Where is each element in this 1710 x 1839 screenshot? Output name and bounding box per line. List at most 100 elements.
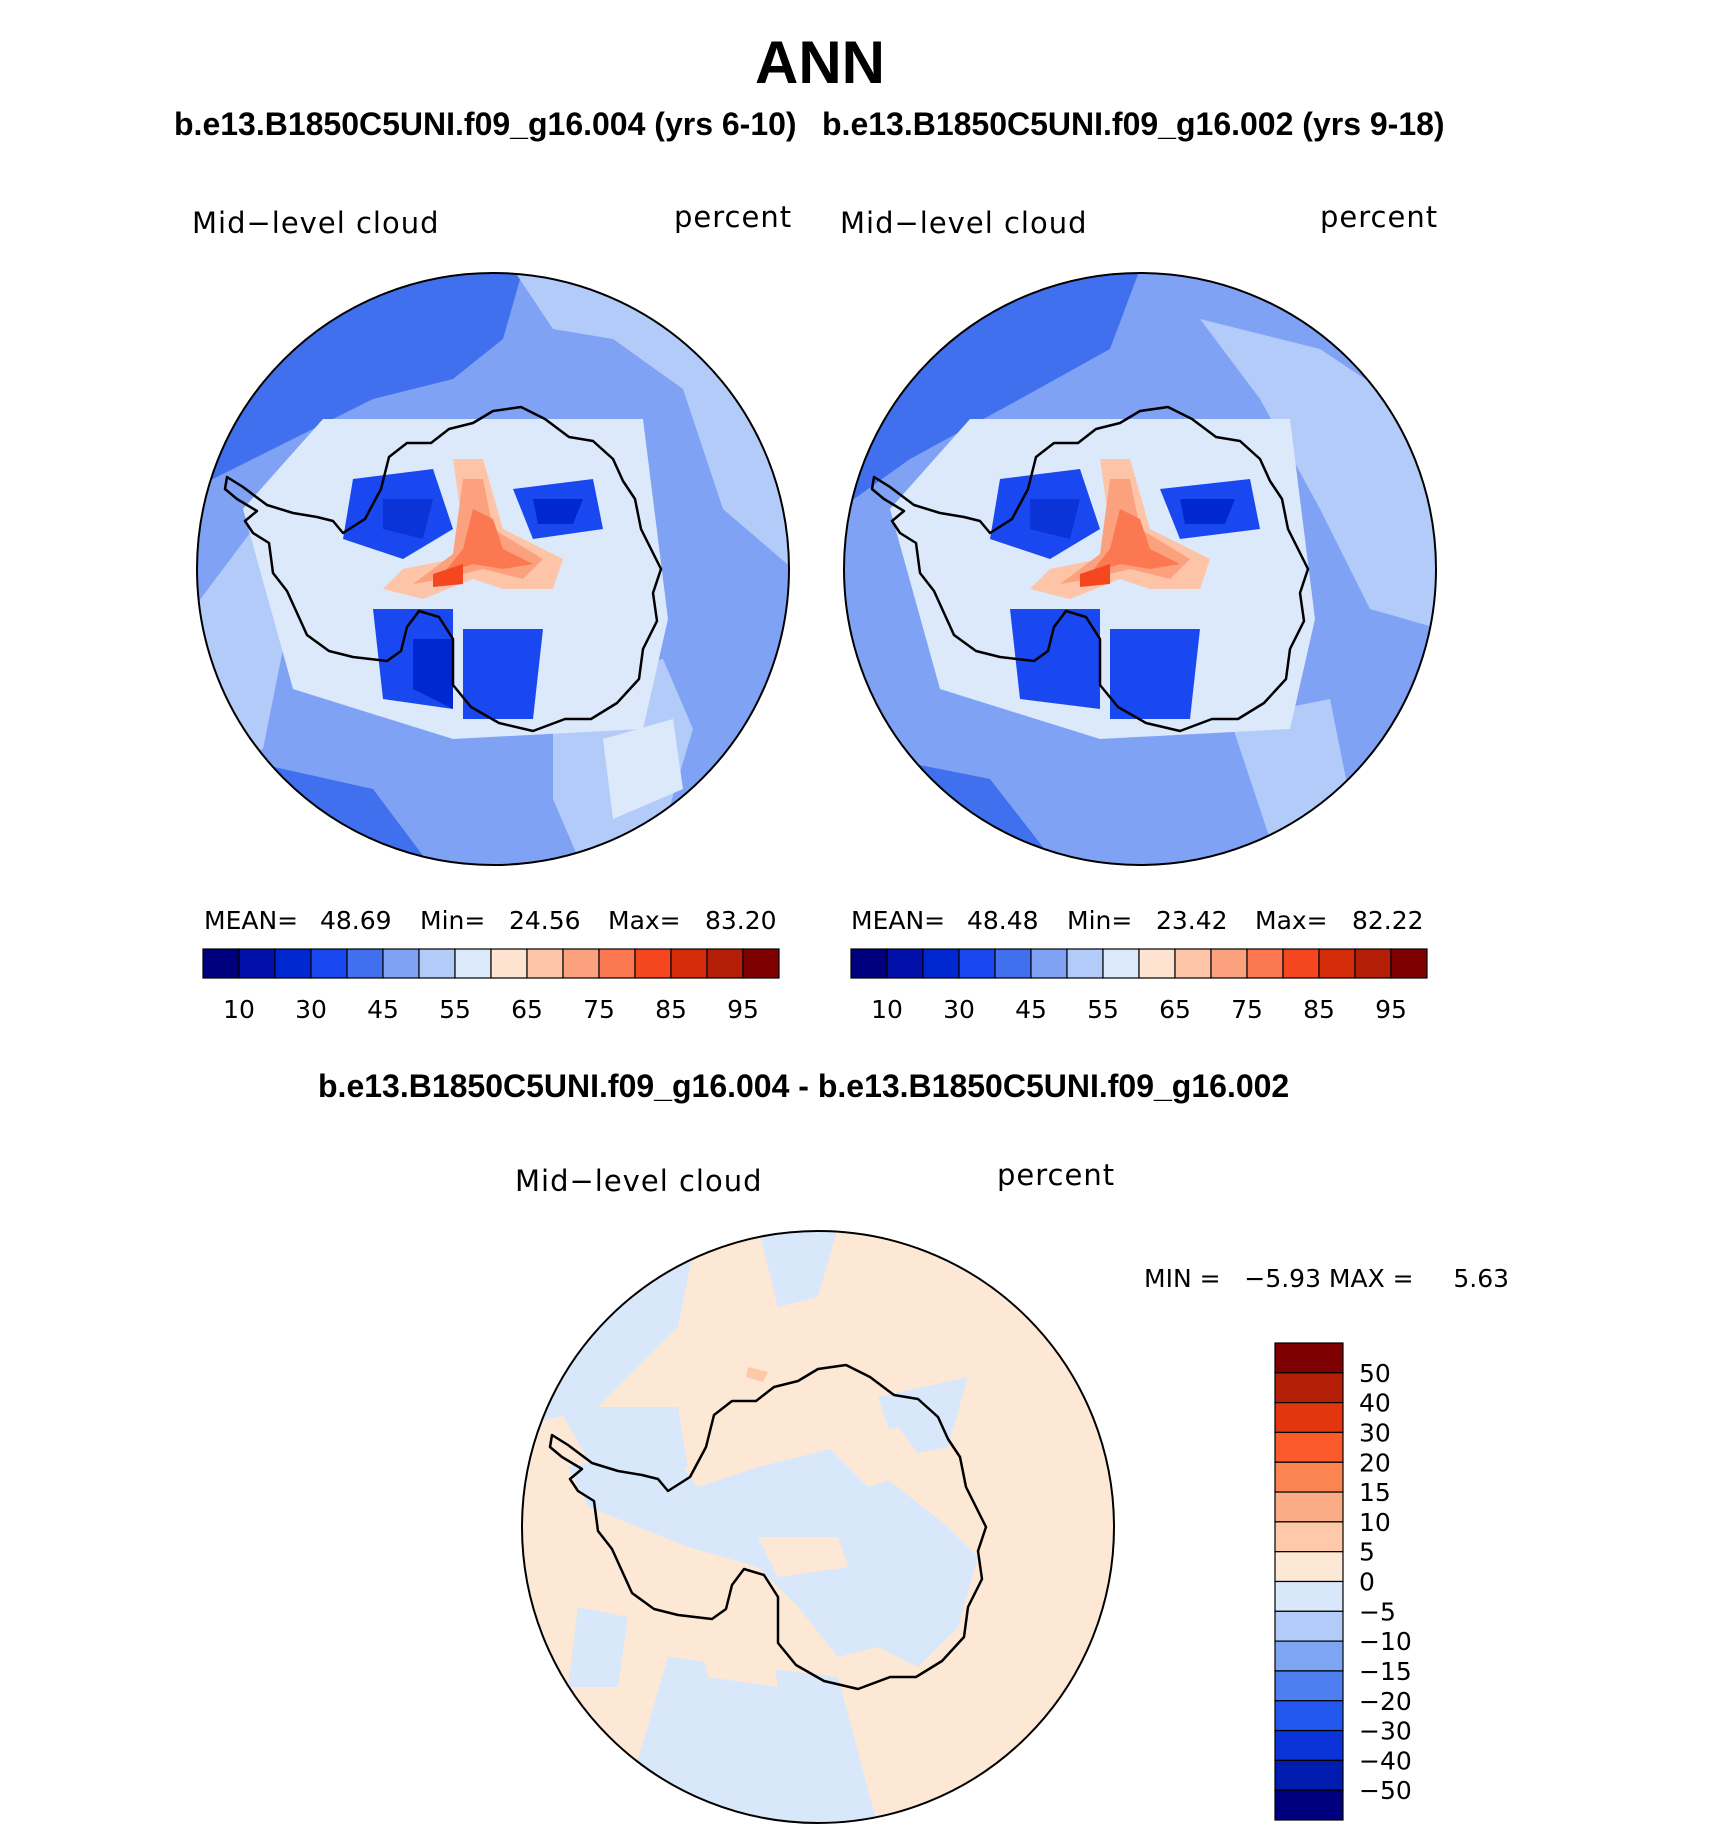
difference-colorbar-tick-label: −15 xyxy=(1359,1657,1412,1686)
panel2-colorbar-swatch xyxy=(958,948,996,979)
panel2-map-boundary xyxy=(843,272,1437,866)
difference-colorbar-swatch xyxy=(1274,1580,1344,1612)
panel1-colorbar-swatch xyxy=(238,948,276,979)
difference-colorbar-tick-label: 20 xyxy=(1359,1448,1391,1477)
difference-colorbar-swatch xyxy=(1274,1700,1344,1732)
difference-colorbar-tick-label: 15 xyxy=(1359,1478,1391,1507)
panel1-colorbar-tick-label: 55 xyxy=(439,995,471,1024)
difference-colorbar-swatch xyxy=(1274,1372,1344,1404)
difference-colorbar-swatch xyxy=(1274,1521,1344,1553)
panel2-colorbar-swatch xyxy=(1174,948,1212,979)
difference-colorbar-tick-label: 10 xyxy=(1359,1508,1391,1537)
panel1-colorbar: 10 30 45 55 65 75 85 95 xyxy=(202,948,780,1024)
diff-variable-label: Mid−level cloud xyxy=(515,1164,763,1198)
difference-colorbar-tick-label: 30 xyxy=(1359,1418,1391,1447)
panel2-colorbar-swatch xyxy=(1246,948,1284,979)
panel1-max-label: Max= xyxy=(608,906,681,935)
panel1-variable-label: Mid−level cloud xyxy=(192,206,440,240)
difference-colorbar-tick-label: 0 xyxy=(1359,1568,1375,1597)
panel1-max-value: 83.20 xyxy=(705,906,777,935)
difference-colorbar-tick-label: −10 xyxy=(1359,1627,1412,1656)
difference-colorbar-swatch xyxy=(1274,1431,1344,1463)
panel1-units-label: percent xyxy=(674,200,793,234)
panel2-colorbar-swatch xyxy=(1138,948,1176,979)
difference-colorbar-swatch xyxy=(1274,1759,1344,1791)
difference-colorbar-swatch xyxy=(1274,1789,1344,1821)
panel2-colorbar-swatch xyxy=(1354,948,1392,979)
panel1-map-boundary xyxy=(196,272,790,866)
diff-units-label: percent xyxy=(997,1158,1116,1192)
panel2-variable-label: Mid−level cloud xyxy=(840,206,1088,240)
panel1-colorbar-swatch xyxy=(526,948,564,979)
panel2-colorbar-swatch xyxy=(994,948,1032,979)
panel2-colorbar-tick-label: 95 xyxy=(1375,995,1407,1024)
panel2-colorbar-swatch xyxy=(1282,948,1320,979)
panel2-colorbar-swatch xyxy=(1210,948,1248,979)
difference-map-boundary xyxy=(521,1230,1115,1824)
difference-colorbar-tick-label: 50 xyxy=(1359,1359,1391,1388)
panel2-colorbar-tick-label: 85 xyxy=(1303,995,1335,1024)
panel2-colorbar: 10 30 45 55 65 75 85 95 xyxy=(850,948,1428,1024)
panel1-colorbar-swatch xyxy=(634,948,672,979)
difference-colorbar-swatch xyxy=(1274,1640,1344,1672)
panel2-colorbar-swatch xyxy=(1390,948,1428,979)
panel1-mean-label: MEAN= xyxy=(204,906,299,935)
panel1-colorbar-swatch xyxy=(670,948,708,979)
panel2-mean-label: MEAN= xyxy=(851,906,946,935)
diff-minmax-text: MIN = −5.93 MAX = 5.63 xyxy=(1144,1264,1510,1293)
difference-colorbar-swatch xyxy=(1274,1729,1344,1761)
panel1-colorbar-swatch xyxy=(418,948,456,979)
figure-title: ANN xyxy=(755,29,885,96)
difference-colorbar-swatch xyxy=(1274,1610,1344,1642)
panel2-colorbar-swatch xyxy=(886,948,924,979)
panel2-min-label: Min= xyxy=(1067,906,1133,935)
panel1-colorbar-tick-label: 10 xyxy=(223,995,255,1024)
panel2-colorbar-tick-label: 65 xyxy=(1159,995,1191,1024)
difference-colorbar-tick-label: −20 xyxy=(1359,1687,1412,1716)
panel1-colorbar-swatch xyxy=(382,948,420,979)
panel2-colorbar-tick-label: 45 xyxy=(1015,995,1047,1024)
difference-colorbar-swatch xyxy=(1274,1670,1344,1702)
difference-colorbar-swatch xyxy=(1274,1461,1344,1493)
difference-colorbar-tick-label: −40 xyxy=(1359,1746,1412,1775)
panel1-colorbar-swatch xyxy=(274,948,312,979)
difference-colorbar-tick-label: −5 xyxy=(1359,1597,1396,1626)
panel1-colorbar-swatch xyxy=(598,948,636,979)
panel2-mean-value: 48.48 xyxy=(967,906,1039,935)
panel2-colorbar-swatch xyxy=(1102,948,1140,979)
panel2-colorbar-swatch xyxy=(922,948,960,979)
panel2-colorbar-tick-label: 55 xyxy=(1087,995,1119,1024)
difference-colorbar-tick-label: −50 xyxy=(1359,1776,1412,1805)
panel1-colorbar-swatch xyxy=(454,948,492,979)
panel1-colorbar-tick-label: 30 xyxy=(295,995,327,1024)
panel1-colorbar-swatch xyxy=(490,948,528,979)
panel1-min-value: 24.56 xyxy=(509,906,581,935)
difference-colorbar-swatch xyxy=(1274,1402,1344,1434)
panel1-colorbar-tick-label: 45 xyxy=(367,995,399,1024)
panel1-colorbar-swatch xyxy=(310,948,348,979)
panel1-mean-value: 48.69 xyxy=(320,906,392,935)
difference-colorbar-swatch xyxy=(1274,1342,1344,1374)
difference-colorbar-swatch xyxy=(1274,1551,1344,1583)
panel1-colorbar-tick-label: 95 xyxy=(727,995,759,1024)
difference-colorbar-tick-label: 5 xyxy=(1359,1538,1375,1567)
difference-colorbar-tick-label: 40 xyxy=(1359,1389,1391,1418)
subtitle-case-1: b.e13.B1850C5UNI.f09_g16.004 (yrs 6-10) xyxy=(174,106,797,142)
panel2-units-label: percent xyxy=(1320,200,1439,234)
panel1-colorbar-swatch xyxy=(202,948,240,979)
panel1-colorbar-tick-label: 65 xyxy=(511,995,543,1024)
panel1-colorbar-swatch xyxy=(562,948,600,979)
panel2-colorbar-swatch xyxy=(1066,948,1104,979)
panel1-colorbar-tick-label: 75 xyxy=(583,995,615,1024)
panel2-colorbar-tick-label: 30 xyxy=(943,995,975,1024)
panel2-min-value: 23.42 xyxy=(1156,906,1228,935)
panel2-colorbar-tick-label: 75 xyxy=(1231,995,1263,1024)
panel2-max-label: Max= xyxy=(1255,906,1328,935)
panel1-colorbar-tick-label: 85 xyxy=(655,995,687,1024)
panel2-colorbar-tick-label: 10 xyxy=(871,995,903,1024)
panel2-colorbar-swatch xyxy=(850,948,888,979)
panel2-colorbar-swatch xyxy=(1030,948,1068,979)
panel1-colorbar-swatch xyxy=(706,948,744,979)
